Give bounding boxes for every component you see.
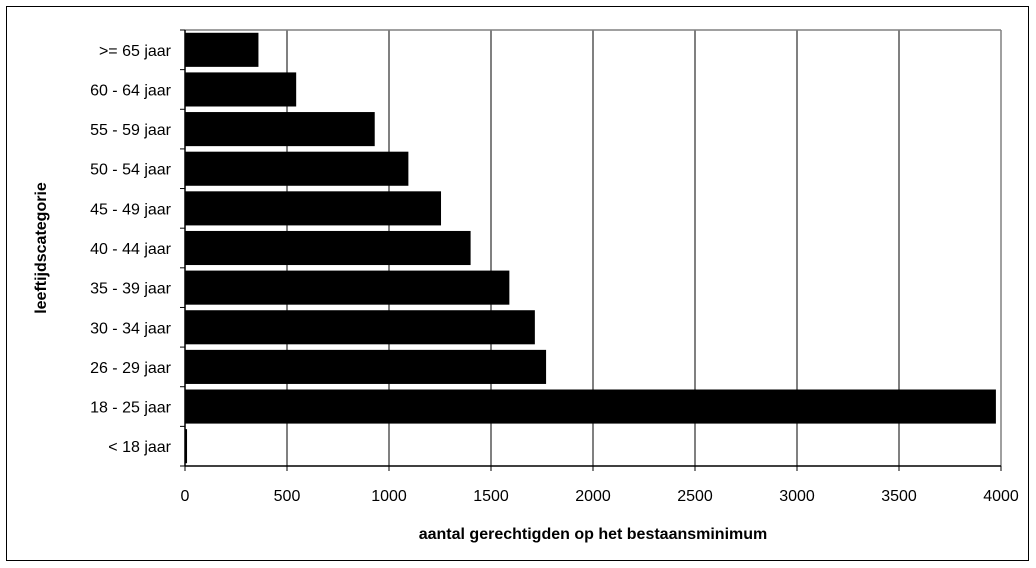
y-tick-label-7: 50 - 54 jaar [90, 162, 172, 179]
x-tick-label-2000: 2000 [575, 488, 611, 505]
bar-7 [185, 151, 409, 186]
y-tick-label-0: < 18 jaar [108, 439, 171, 456]
y-tick-label-5: 40 - 44 jaar [90, 241, 172, 258]
bar-10 [185, 32, 259, 67]
y-axis-title: leeftijdscategorie [33, 182, 50, 314]
bar-4 [185, 270, 510, 305]
bar-3 [185, 310, 535, 345]
bar-2 [185, 349, 547, 384]
bars [185, 32, 996, 464]
x-tick-label-3000: 3000 [779, 488, 815, 505]
chart-frame [6, 6, 1029, 561]
x-tick-label-1500: 1500 [473, 488, 509, 505]
bar-0 [185, 429, 188, 464]
y-tick-label-8: 55 - 59 jaar [90, 122, 172, 139]
x-axis-title: aantal gerechtigden op het bestaansminim… [419, 526, 768, 543]
x-tick-label-4000: 4000 [983, 488, 1019, 505]
y-tick-label-3: 30 - 34 jaar [90, 320, 172, 337]
bar-1 [185, 389, 996, 424]
y-tick-label-6: 45 - 49 jaar [90, 201, 172, 218]
y-tick-label-4: 35 - 39 jaar [90, 281, 172, 298]
y-tick-label-1: 18 - 25 jaar [90, 400, 172, 417]
x-tick-labels: 0 500 1000 1500 2000 2500 3000 3500 4000 [181, 488, 1019, 505]
bar-5 [185, 230, 471, 266]
x-tick-label-2500: 2500 [677, 488, 713, 505]
axes [180, 29, 1002, 471]
x-tick-label-0: 0 [181, 488, 190, 505]
x-tick-label-500: 500 [274, 488, 301, 505]
y-tick-labels: < 18 jaar 18 - 25 jaar 26 - 29 jaar 30 - 34… [90, 43, 172, 456]
bar-9 [185, 72, 297, 107]
bar-6 [185, 191, 442, 226]
bar-8 [185, 112, 375, 147]
x-tick-label-3500: 3500 [881, 488, 917, 505]
y-tick-label-2: 26 - 29 jaar [90, 360, 172, 377]
x-tick-label-1000: 1000 [371, 488, 407, 505]
y-tick-label-10: >= 65 jaar [99, 43, 172, 60]
y-tick-label-9: 60 - 64 jaar [90, 82, 172, 99]
